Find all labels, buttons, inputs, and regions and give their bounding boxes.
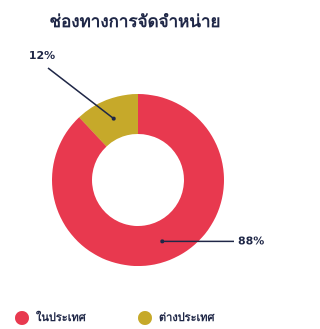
leader-dot: [160, 239, 164, 243]
value-label: 88%: [238, 234, 264, 247]
legend-label: ในประเทศ: [36, 310, 87, 324]
chart-title: ช่องทางการจัดจำหน่าย: [50, 12, 221, 32]
leader-line: [48, 68, 114, 119]
leader-dot: [112, 117, 116, 121]
value-label: 12%: [29, 49, 55, 62]
legend-swatch: [138, 311, 152, 325]
chart: ช่องทางการจัดจำหน่าย 88% 12% ในประเทศ ต่างป…: [0, 0, 283, 329]
legend-swatch: [15, 311, 29, 325]
legend-label: ต่างประเทศ: [159, 311, 216, 324]
